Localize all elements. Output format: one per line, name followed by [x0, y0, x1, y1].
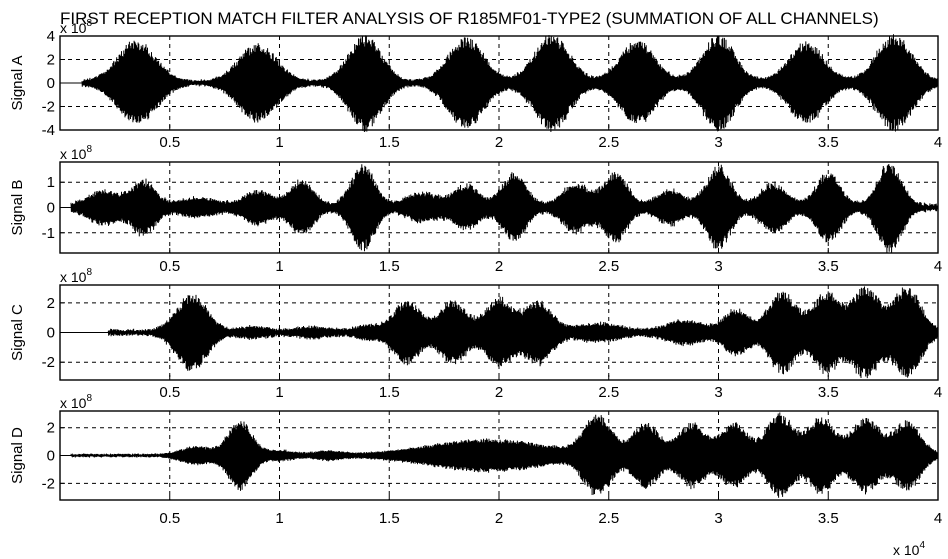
signal-trace	[107, 286, 939, 379]
y-tick-label: 0	[47, 325, 55, 342]
x-tick-label: 2	[495, 134, 503, 151]
panel-b: 0.5 1 1.5 2 2.5 3 3.5 4 1 0 -1 Signal B x 108	[9, 144, 942, 275]
y-tick-label: 0	[47, 75, 55, 92]
panels: 0.5 1 1.5 2 2.5 3 3.5 4 4 2 0 -2 -4 Signal A x 108 0.5 1…	[9, 18, 942, 527]
y-tick-label: -2	[42, 354, 55, 371]
x-tick-label: 2.5	[598, 258, 619, 275]
x-tick-label: 3	[714, 510, 722, 527]
y-tick-label: 2	[47, 295, 55, 312]
y-tick-label: 1	[47, 174, 55, 191]
x-tick-label: 1	[275, 134, 283, 151]
panel-d: 0.5 1 1.5 2 2.5 3 3.5 4 2 0 -2 Signal D x 108	[9, 393, 942, 527]
signal-trace	[70, 163, 939, 253]
x-tick-label: 1.5	[379, 134, 400, 151]
panel-a: 0.5 1 1.5 2 2.5 3 3.5 4 4 2 0 -2 -4 Signal A x 108	[9, 18, 942, 151]
x-tick-label: 2	[495, 258, 503, 275]
x-tick-label: 2	[495, 384, 503, 401]
x-tick-label: 0.5	[159, 134, 180, 151]
y-tick-label: 0	[47, 448, 55, 465]
x-tick-label: 3.5	[818, 258, 839, 275]
x-tick-label: 1.5	[379, 384, 400, 401]
y-axis-label: Signal B	[9, 180, 26, 236]
x-tick-label: 3	[714, 384, 722, 401]
y-exponent-label: x 108	[60, 144, 92, 162]
y-exponent-label: x 108	[60, 393, 92, 411]
y-tick-label: 0	[47, 200, 55, 217]
y-tick-label: 2	[47, 420, 55, 437]
x-tick-label: 2.5	[598, 134, 619, 151]
y-exponent-label: x 108	[60, 267, 92, 285]
x-tick-label: 1	[275, 384, 283, 401]
x-exponent-label: x 104	[893, 540, 925, 558]
x-tick-label: 1.5	[379, 510, 400, 527]
x-tick-label: 0.5	[159, 258, 180, 275]
x-tick-label: 4	[934, 258, 942, 275]
y-exponent-label: x 108	[60, 18, 92, 36]
signal-trace	[81, 34, 939, 133]
x-tick-label: 1.5	[379, 258, 400, 275]
y-tick-label: -1	[42, 225, 55, 242]
x-tick-label: 0.5	[159, 510, 180, 527]
y-axis-label: Signal C	[9, 304, 26, 361]
x-tick-label: 3.5	[818, 510, 839, 527]
x-tick-label: 3.5	[818, 384, 839, 401]
y-tick-label: -2	[42, 99, 55, 116]
x-tick-label: 2	[495, 510, 503, 527]
x-tick-label: 2.5	[598, 384, 619, 401]
y-tick-label: 4	[47, 28, 55, 45]
x-tick-label: 3	[714, 134, 722, 151]
x-tick-label: 4	[934, 384, 942, 401]
x-tick-label: 3.5	[818, 134, 839, 151]
y-axis-label: Signal A	[9, 55, 26, 110]
y-axis-label: Signal D	[9, 427, 26, 484]
x-tick-label: 3	[714, 258, 722, 275]
x-tick-label: 1	[275, 510, 283, 527]
y-tick-label: -4	[42, 122, 55, 139]
x-tick-label: 2.5	[598, 510, 619, 527]
x-tick-label: 0.5	[159, 384, 180, 401]
chart-title: FIRST RECEPTION MATCH FILTER ANALYSIS OF…	[60, 9, 879, 28]
panel-c: 0.5 1 1.5 2 2.5 3 3.5 4 2 0 -2 Signal C x 108	[9, 267, 942, 401]
x-tick-label: 4	[934, 510, 942, 527]
x-tick-label: 1	[275, 258, 283, 275]
signal-trace	[70, 412, 939, 498]
y-tick-label: -2	[42, 475, 55, 492]
y-tick-label: 2	[47, 52, 55, 69]
x-tick-label: 4	[934, 134, 942, 151]
